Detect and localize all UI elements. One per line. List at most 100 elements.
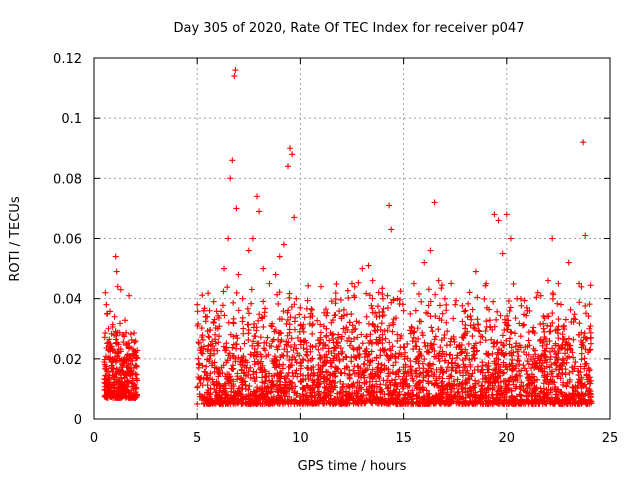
data-point <box>547 386 554 393</box>
data-point <box>469 333 476 340</box>
data-point <box>375 289 382 296</box>
data-point <box>219 302 226 309</box>
data-point <box>367 331 374 338</box>
data-point <box>329 370 336 377</box>
data-point <box>253 388 260 395</box>
data-point <box>127 331 134 338</box>
data-point <box>374 366 381 373</box>
data-point <box>342 353 349 360</box>
data-point <box>538 362 545 369</box>
data-point <box>120 369 127 376</box>
data-point <box>464 314 471 321</box>
data-point <box>301 314 308 321</box>
data-point <box>554 330 561 337</box>
data-point <box>544 391 551 398</box>
data-point <box>231 73 238 80</box>
data-point <box>500 378 507 385</box>
data-point <box>377 389 384 396</box>
data-point <box>126 292 133 299</box>
data-point <box>266 280 273 287</box>
data-point <box>216 389 223 396</box>
data-point <box>381 366 388 373</box>
data-point <box>239 377 246 384</box>
data-point <box>368 302 375 309</box>
x-tick-labels: 0 5 10 15 20 25 <box>90 431 618 446</box>
data-point <box>211 386 218 393</box>
data-point <box>493 316 500 323</box>
data-point <box>198 325 205 332</box>
data-point <box>222 391 229 398</box>
data-point <box>101 356 108 363</box>
data-point <box>291 388 298 395</box>
data-point <box>379 295 386 302</box>
data-point <box>508 387 515 394</box>
data-point <box>110 381 117 388</box>
data-point <box>447 383 454 390</box>
data-point <box>204 372 211 379</box>
data-point <box>329 377 336 384</box>
data-point <box>304 400 311 407</box>
data-point <box>413 373 420 380</box>
data-point <box>207 397 214 404</box>
data-point <box>133 375 140 382</box>
data-point <box>551 360 558 367</box>
data-point <box>101 375 108 382</box>
data-point <box>376 309 383 316</box>
data-point <box>491 339 498 346</box>
data-point <box>333 280 340 287</box>
data-point <box>124 352 131 359</box>
data-point <box>557 375 564 382</box>
data-point <box>331 312 338 319</box>
data-point <box>460 361 467 368</box>
y-tick-label: 0.04 <box>53 293 82 308</box>
data-point <box>482 328 489 335</box>
data-point <box>257 366 264 373</box>
data-point <box>204 382 211 389</box>
data-point <box>431 371 438 378</box>
data-point <box>307 392 314 399</box>
data-point <box>223 344 230 351</box>
data-point <box>309 344 316 351</box>
data-point <box>458 349 465 356</box>
data-point <box>322 342 329 349</box>
data-point <box>563 392 570 399</box>
data-point <box>368 348 375 355</box>
data-point <box>439 282 446 289</box>
data-point <box>379 346 386 353</box>
data-point <box>490 343 497 350</box>
data-point <box>416 346 423 353</box>
data-point <box>409 387 416 394</box>
data-point <box>436 400 443 407</box>
data-point <box>349 280 355 287</box>
data-point <box>245 371 252 378</box>
data-point <box>326 381 333 388</box>
data-point <box>275 343 282 350</box>
data-point <box>353 318 360 325</box>
data-point <box>386 322 393 329</box>
data-point <box>549 290 556 297</box>
data-point <box>283 320 290 327</box>
data-point <box>585 378 592 385</box>
data-point <box>198 393 205 400</box>
data-point <box>198 334 205 341</box>
data-point <box>106 336 113 343</box>
data-point <box>537 292 544 299</box>
data-point <box>521 297 528 304</box>
data-point <box>301 339 308 346</box>
data-point <box>380 312 387 319</box>
data-point <box>490 298 497 305</box>
data-point <box>109 321 116 328</box>
data-point <box>214 394 221 401</box>
data-point <box>386 202 393 209</box>
data-point <box>355 279 362 286</box>
data-point <box>542 377 549 384</box>
data-point <box>214 382 221 389</box>
data-point <box>468 316 475 323</box>
data-point <box>531 347 538 354</box>
data-point <box>273 357 280 364</box>
data-point <box>581 355 588 362</box>
data-point <box>455 388 462 395</box>
data-point <box>230 299 237 306</box>
data-point <box>472 268 479 275</box>
data-point <box>230 352 237 359</box>
